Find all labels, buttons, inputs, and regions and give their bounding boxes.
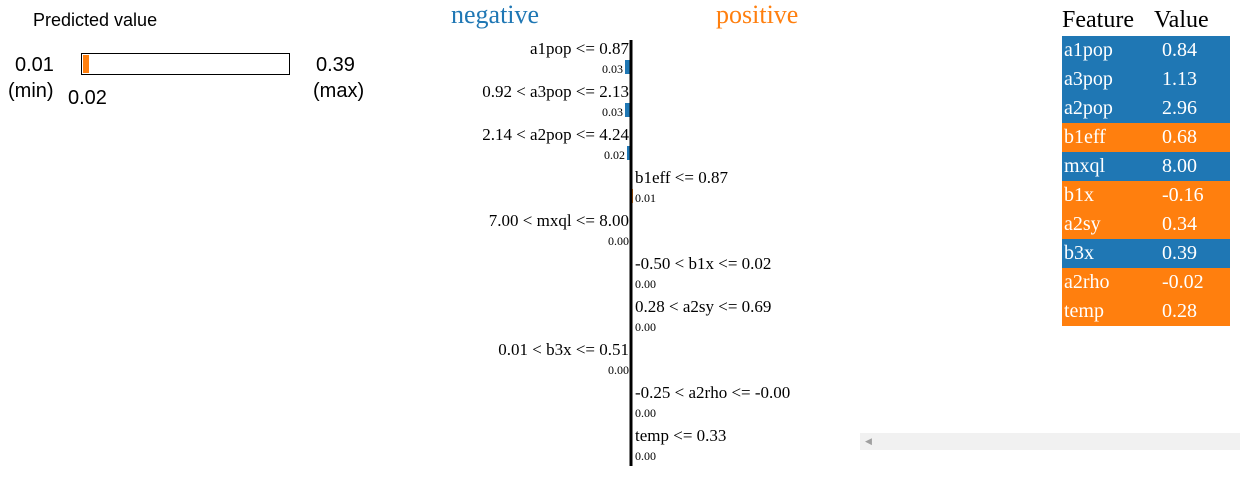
positive-label: positive: [716, 0, 799, 29]
table-row: a1pop 0.84: [1062, 36, 1230, 65]
contribution-bar: [625, 60, 631, 74]
weight-label: 0.00: [635, 406, 656, 420]
feature-value-cell: 8.00: [1154, 152, 1230, 181]
predicted-min-label: (min): [8, 80, 54, 102]
contribution-bar: [627, 146, 631, 160]
feature-name-cell: a1pop: [1062, 36, 1154, 65]
condition-label: 0.92 < a3pop <= 2.13: [482, 82, 629, 101]
condition-label: 2.14 < a2pop <= 4.24: [482, 125, 629, 144]
table-row: a2pop 2.96: [1062, 94, 1230, 123]
weight-label: 0.03: [602, 62, 623, 76]
condition-label: 0.28 < a2sy <= 0.69: [635, 297, 771, 316]
feature-value-cell: 0.39: [1154, 239, 1230, 268]
condition-label: -0.50 < b1x <= 0.02: [635, 254, 771, 273]
feature-value-cell: -0.02: [1154, 268, 1230, 297]
table-row: temp 0.28: [1062, 297, 1230, 326]
table-row: b1eff 0.68: [1062, 123, 1230, 152]
weight-label: 0.00: [635, 320, 656, 334]
weight-label: 0.02: [604, 148, 625, 162]
predicted-max-value: 0.39: [316, 54, 355, 76]
horizontal-scrollbar[interactable]: ◀: [860, 433, 1240, 450]
feature-name-cell: a2pop: [1062, 94, 1154, 123]
predicted-max-label: (max): [313, 80, 365, 102]
feature-value-cell: 0.68: [1154, 123, 1230, 152]
weight-label: 0.00: [608, 363, 629, 377]
feature-value-cell: 0.28: [1154, 297, 1230, 326]
predicted-value-bar: [81, 53, 290, 75]
condition-label: a1pop <= 0.87: [530, 39, 629, 58]
feature-name-cell: temp: [1062, 297, 1154, 326]
weight-label: 0.00: [635, 449, 656, 463]
weight-label: 0.01: [635, 191, 656, 205]
condition-label: b1eff <= 0.87: [635, 168, 728, 187]
explanation-chart: a1pop <= 0.87 0.03 0.92 < a3pop <= 2.13 0.0…: [482, 39, 790, 466]
feature-name-cell: b1eff: [1062, 123, 1154, 152]
feature-value-cell: -0.16: [1154, 181, 1230, 210]
table-row: a2sy 0.34: [1062, 210, 1230, 239]
table-row: b1x -0.16: [1062, 181, 1230, 210]
condition-label: temp <= 0.33: [635, 426, 726, 445]
predicted-min-value: 0.01: [15, 54, 54, 76]
table-row: a2rho -0.02: [1062, 268, 1230, 297]
feature-value-cell: 0.84: [1154, 36, 1230, 65]
table-row: b3x 0.39: [1062, 239, 1230, 268]
weight-label: 0.00: [608, 234, 629, 248]
feature-column-header: Feature: [1062, 6, 1134, 33]
feature-value-cell: 1.13: [1154, 65, 1230, 94]
feature-value-cell: 0.34: [1154, 210, 1230, 239]
negative-label: negative: [451, 0, 540, 29]
feature-name-cell: a2sy: [1062, 210, 1154, 239]
feature-name-cell: b3x: [1062, 239, 1154, 268]
value-column-header: Value: [1154, 6, 1209, 33]
feature-value-table: Feature Value a1pop 0.84 a3pop 1.13 a2pop 2.9…: [1062, 4, 1230, 326]
table-header-row: Feature Value: [1062, 4, 1230, 36]
feature-name-cell: mxql: [1062, 152, 1154, 181]
predicted-value: 0.02: [68, 87, 107, 109]
predicted-value-title: Predicted value: [33, 10, 158, 30]
feature-name-cell: b1x: [1062, 181, 1154, 210]
weight-label: 0.03: [602, 105, 623, 119]
condition-label: -0.25 < a2rho <= -0.00: [635, 383, 790, 402]
predicted-value-fill: [83, 55, 89, 73]
scroll-left-arrow-icon[interactable]: ◀: [865, 436, 872, 446]
contribution-bar: [625, 103, 631, 117]
feature-name-cell: a2rho: [1062, 268, 1154, 297]
condition-label: 0.01 < b3x <= 0.51: [498, 340, 629, 359]
feature-value-cell: 2.96: [1154, 94, 1230, 123]
weight-label: 0.00: [635, 277, 656, 291]
table-row: a3pop 1.13: [1062, 65, 1230, 94]
table-row: mxql 8.00: [1062, 152, 1230, 181]
condition-label: 7.00 < mxql <= 8.00: [489, 211, 629, 230]
feature-name-cell: a3pop: [1062, 65, 1154, 94]
